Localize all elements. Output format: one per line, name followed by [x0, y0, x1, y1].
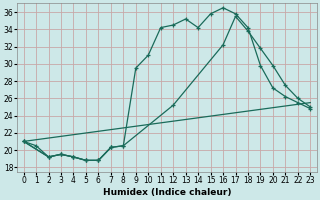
X-axis label: Humidex (Indice chaleur): Humidex (Indice chaleur) [103, 188, 231, 197]
